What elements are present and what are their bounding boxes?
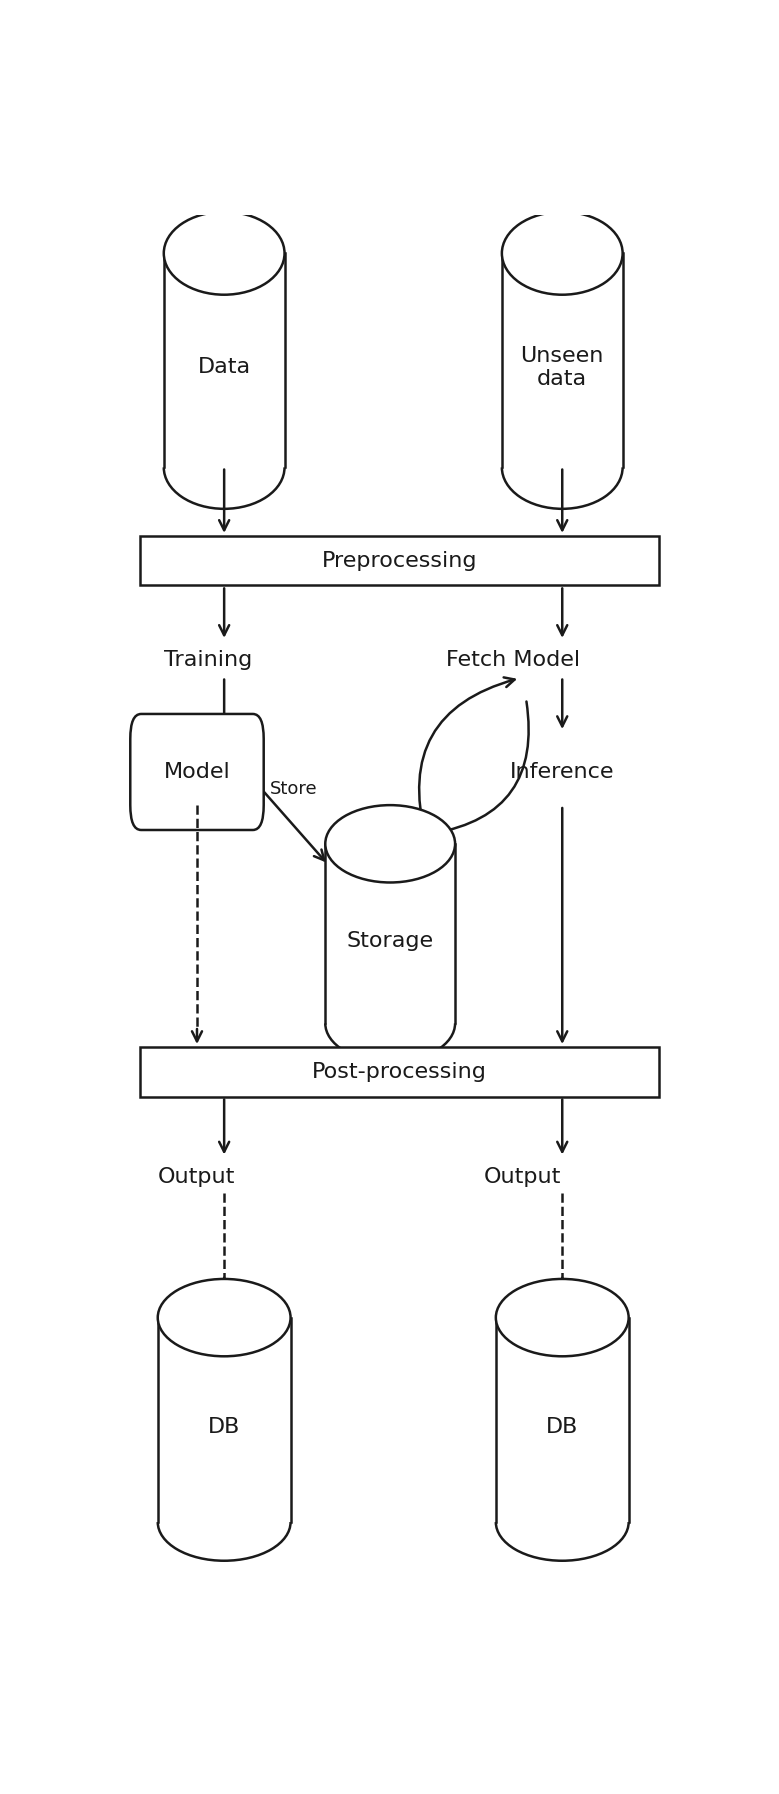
Text: Inference: Inference <box>510 762 615 782</box>
Text: Training: Training <box>164 649 252 671</box>
Ellipse shape <box>326 806 455 883</box>
Text: Unseen
data: Unseen data <box>520 346 604 389</box>
Text: Output: Output <box>484 1166 561 1186</box>
FancyBboxPatch shape <box>139 536 659 585</box>
Ellipse shape <box>157 1279 291 1356</box>
Text: Fetch Model: Fetch Model <box>446 649 580 671</box>
Text: Output: Output <box>157 1166 235 1186</box>
Text: Post-processing: Post-processing <box>312 1062 487 1082</box>
Text: DB: DB <box>208 1417 241 1437</box>
Text: Store: Store <box>270 780 317 798</box>
Text: Data: Data <box>198 357 251 377</box>
Text: Preprocessing: Preprocessing <box>322 551 477 570</box>
FancyBboxPatch shape <box>130 714 264 831</box>
Ellipse shape <box>164 212 284 294</box>
Polygon shape <box>164 253 284 468</box>
Ellipse shape <box>502 212 622 294</box>
Polygon shape <box>502 253 622 468</box>
Polygon shape <box>495 1317 629 1521</box>
Text: DB: DB <box>546 1417 579 1437</box>
Ellipse shape <box>495 1279 629 1356</box>
Text: Storage: Storage <box>347 931 434 951</box>
FancyBboxPatch shape <box>139 1048 659 1096</box>
Polygon shape <box>326 843 455 1023</box>
Polygon shape <box>157 1317 291 1521</box>
Text: Model: Model <box>164 762 231 782</box>
